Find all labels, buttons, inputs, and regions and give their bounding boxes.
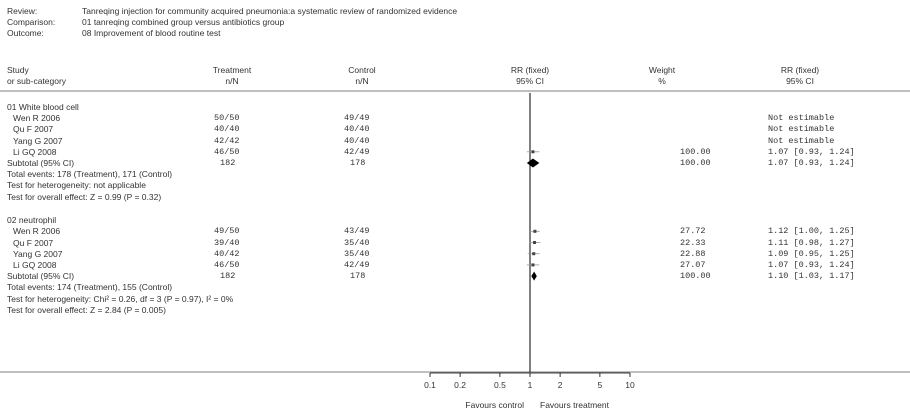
study-weight: 27.07 xyxy=(680,259,706,270)
study-point-box xyxy=(531,150,535,154)
study-point-box xyxy=(533,241,537,245)
x-tick-label: 1 xyxy=(527,380,533,390)
x-tick-label: 10 xyxy=(625,380,635,390)
control-events: 42/49 xyxy=(344,259,370,270)
study-ci-text: 1.09 [0.95, 1.25] xyxy=(768,248,855,259)
study-ci-text: Not estimable xyxy=(768,124,835,135)
heterogeneity-text: Test for heterogeneity: Chi² = 0.26, df … xyxy=(7,293,234,304)
col-study-header: Study xyxy=(7,65,29,75)
comparison-label: Comparison: xyxy=(7,17,56,27)
group-title: 02 neutrophil xyxy=(7,215,57,226)
study-name: Yang G 2007 xyxy=(13,135,63,146)
col-treatment-header: Treatment xyxy=(212,65,252,75)
study-name: Li GQ 2008 xyxy=(13,146,57,157)
study-name: Yang G 2007 xyxy=(13,248,63,259)
comparison-value: 01 tanreqing combined group versus antib… xyxy=(82,17,285,27)
col-control-subheader: n/N xyxy=(355,76,369,86)
col-weight-subheader: % xyxy=(658,76,666,86)
subtotal-diamond xyxy=(526,158,540,168)
review-value: Tanreqing injection for community acquir… xyxy=(82,6,458,16)
col-study-subheader: or sub-category xyxy=(7,76,67,86)
treatment-events: 42/42 xyxy=(214,135,240,146)
col-rr-plot-header: RR (fixed) xyxy=(510,65,550,75)
col-weight-header: Weight xyxy=(648,65,676,75)
study-weight: 27.72 xyxy=(680,226,706,237)
study-name: Li GQ 2008 xyxy=(13,259,57,270)
control-events: 35/40 xyxy=(344,248,370,259)
study-ci-text: 1.07 [0.93, 1.24] xyxy=(768,146,855,157)
study-point-box xyxy=(532,252,536,256)
x-tick-label: 5 xyxy=(597,380,603,390)
treatment-events: 49/50 xyxy=(214,226,240,237)
study-ci-text: Not estimable xyxy=(768,113,835,124)
col-rr-text-header: RR (fixed) xyxy=(780,65,820,75)
subtotal-control: 178 xyxy=(350,271,366,282)
total-events-text: Total events: 178 (Treatment), 171 (Cont… xyxy=(7,169,173,180)
study-ci-text: Not estimable xyxy=(768,135,835,146)
control-events: 40/40 xyxy=(344,124,370,135)
x-tick-label: 2 xyxy=(557,380,563,390)
outcome-label: Outcome: xyxy=(7,28,44,38)
control-events: 42/49 xyxy=(344,146,370,157)
subtotal-treatment: 182 xyxy=(220,158,236,168)
col-control-header: Control xyxy=(348,65,376,75)
treatment-events: 50/50 xyxy=(214,113,240,124)
subtotal-diamond xyxy=(531,271,537,281)
subtotal-ci-text: 1.07 [0.93, 1.24] xyxy=(768,158,855,168)
group-title: 01 White blood cell xyxy=(7,102,79,112)
treatment-events: 40/42 xyxy=(214,248,240,259)
col-rr-text-subheader: 95% CI xyxy=(786,76,814,86)
overall-effect-text: Test for overall effect: Z = 2.84 (P = 0… xyxy=(7,304,166,315)
favours-treatment-label: Favours treatment xyxy=(540,400,609,410)
total-events-text: Total events: 174 (Treatment), 155 (Cont… xyxy=(7,282,173,293)
x-tick-label: 0.1 xyxy=(424,380,436,390)
study-name: Qu F 2007 xyxy=(13,124,54,135)
control-events: 49/49 xyxy=(344,113,370,124)
x-tick-label: 0.5 xyxy=(493,380,506,390)
study-weight: 22.88 xyxy=(680,248,706,259)
subtotal-label: Subtotal (95% CI) xyxy=(7,158,75,168)
study-ci-text: 1.12 [1.00, 1.25] xyxy=(768,226,855,237)
control-events: 43/49 xyxy=(344,226,370,237)
control-events: 35/40 xyxy=(344,237,370,248)
study-ci-text: 1.07 [0.93, 1.24] xyxy=(768,259,855,270)
subtotal-treatment: 182 xyxy=(220,271,236,282)
treatment-events: 46/50 xyxy=(214,146,240,157)
control-events: 40/40 xyxy=(344,135,370,146)
subtotal-ci-text: 1.10 [1.03, 1.17] xyxy=(768,271,855,282)
col-rr-plot-subheader: 95% CI xyxy=(516,76,544,86)
col-treatment-subheader: n/N xyxy=(225,76,239,86)
x-tick-label: 0.2 xyxy=(454,380,467,390)
study-weight: 22.33 xyxy=(680,237,706,248)
favours-control-label: Favours control xyxy=(465,400,524,410)
treatment-events: 46/50 xyxy=(214,259,240,270)
treatment-events: 40/40 xyxy=(214,124,240,135)
study-name: Wen R 2006 xyxy=(13,226,61,237)
study-ci-text: 1.11 [0.98, 1.27] xyxy=(768,237,855,248)
study-name: Qu F 2007 xyxy=(13,237,54,248)
subtotal-weight: 100.00 xyxy=(680,271,711,282)
subtotal-control: 178 xyxy=(350,158,366,168)
review-label: Review: xyxy=(7,6,38,16)
study-weight: 100.00 xyxy=(680,146,711,157)
subtotal-weight: 100.00 xyxy=(680,158,711,168)
study-name: Wen R 2006 xyxy=(13,113,61,124)
outcome-value: 08 Improvement of blood routine test xyxy=(82,28,221,38)
treatment-events: 39/40 xyxy=(214,237,240,248)
study-point-box xyxy=(531,263,535,267)
study-point-box xyxy=(533,229,537,233)
subtotal-label: Subtotal (95% CI) xyxy=(7,271,75,282)
heterogeneity-text: Test for heterogeneity: not applicable xyxy=(7,180,146,191)
overall-effect-text: Test for overall effect: Z = 0.99 (P = 0… xyxy=(7,191,162,202)
